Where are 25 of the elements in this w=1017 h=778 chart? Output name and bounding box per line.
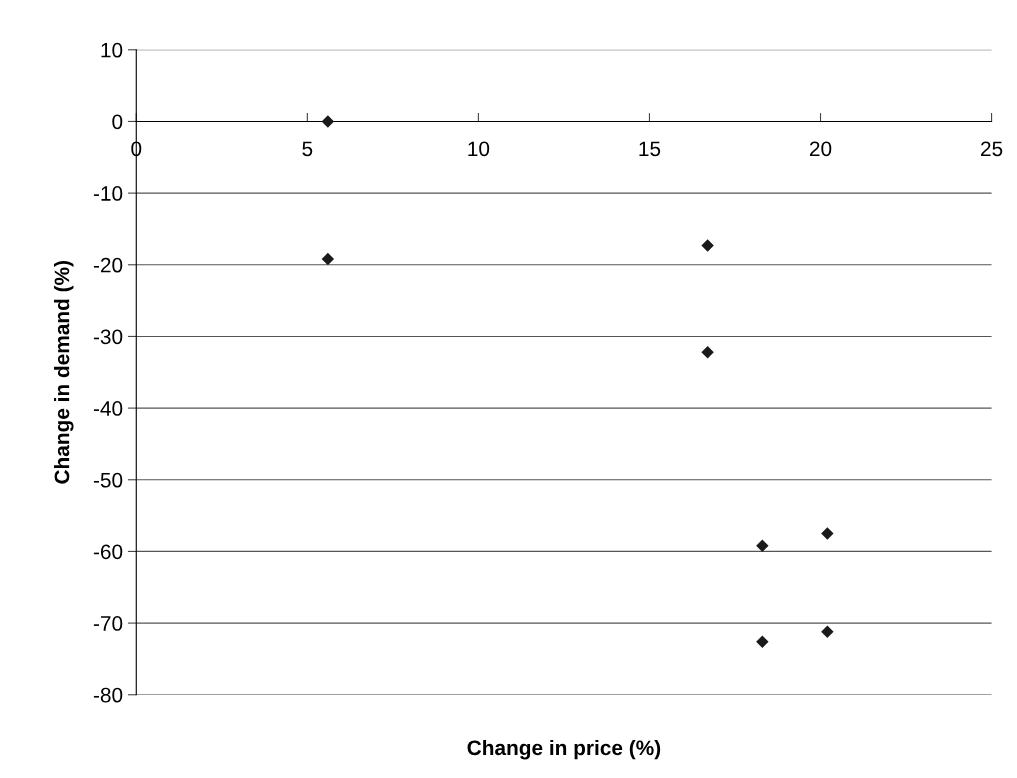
y-tick-label: 0 — [112, 114, 123, 130]
point — [821, 527, 834, 540]
y-tick-label: -60 — [93, 544, 123, 560]
y-tick-label: -40 — [93, 401, 123, 416]
x-tick-label: 15 — [639, 141, 661, 157]
x-tick-label: 20 — [809, 141, 832, 157]
point — [756, 539, 769, 552]
x-tick-label: 25 — [981, 141, 1003, 157]
x-axis-title: Change in price (%) — [467, 739, 661, 760]
y-tick-label: -70 — [93, 616, 123, 631]
y-tick-label: -50 — [93, 472, 123, 488]
y-tick-label: 10 — [101, 42, 123, 58]
point — [756, 635, 769, 648]
x-tick-label: 10 — [468, 141, 490, 157]
point — [701, 239, 714, 252]
point — [701, 346, 714, 359]
x-tick-label: 5 — [302, 141, 313, 157]
y-tick-label: -10 — [93, 186, 123, 201]
y-tick-label: -30 — [93, 329, 123, 345]
y-tick-label: -20 — [93, 257, 123, 273]
point — [821, 625, 834, 638]
y-axis-title: Change in demand (%) — [54, 261, 74, 484]
point — [321, 115, 335, 128]
y-tick-label: -80 — [93, 687, 123, 703]
point — [321, 252, 335, 266]
